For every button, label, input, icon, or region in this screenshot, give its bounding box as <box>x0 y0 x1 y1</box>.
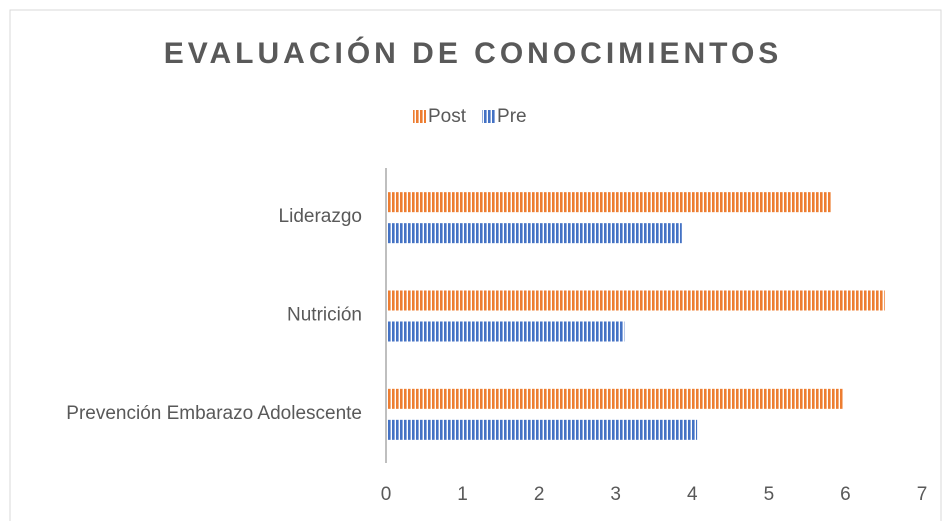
y-tick-label: Nutrición <box>287 305 362 326</box>
chart-title: EVALUACIÓN DE CONOCIMIENTOS <box>164 36 783 70</box>
x-tick-label: 6 <box>840 484 851 505</box>
x-tick-label: 3 <box>610 484 621 505</box>
chart-border <box>9 9 942 521</box>
x-tick-label: 1 <box>457 484 468 505</box>
x-tick-label: 4 <box>687 484 698 505</box>
bar <box>387 388 843 409</box>
bar <box>387 192 832 213</box>
bar <box>387 290 885 311</box>
x-tick-label: 0 <box>381 484 392 505</box>
y-tick-label: Liderazgo <box>279 206 362 227</box>
bar <box>387 321 625 342</box>
legend-swatch <box>413 110 426 123</box>
bar <box>387 419 698 440</box>
x-tick-label: 7 <box>917 484 928 505</box>
legend-label: Post <box>428 106 467 127</box>
y-tick-label: Prevención Embarazo Adolescente <box>66 403 362 424</box>
x-tick-label: 2 <box>534 484 545 505</box>
legend-swatch <box>482 110 496 123</box>
bar <box>387 223 682 244</box>
legend-label: Pre <box>497 106 527 127</box>
x-tick-label: 5 <box>764 484 775 505</box>
